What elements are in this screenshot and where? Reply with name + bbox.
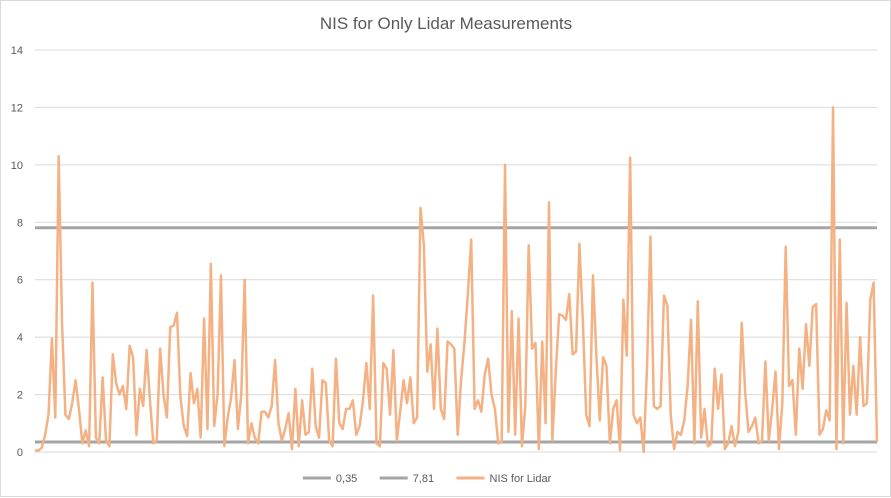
legend-label: 0,35 [336, 473, 357, 485]
legend: 0,35 7,81 NIS for Lidar [302, 473, 552, 485]
y-tick-label: 14 [11, 45, 23, 57]
chart-title: NIS for Only Lidar Measurements [320, 14, 572, 33]
y-tick-label: 2 [17, 390, 23, 402]
y-tick-label: 8 [17, 217, 23, 229]
series-layer [35, 106, 879, 454]
y-tick-label: 4 [17, 332, 23, 344]
legend-label: 7,81 [413, 473, 434, 485]
y-axis-tick-labels: 0 2 4 6 8 10 12 14 [11, 45, 23, 459]
y-tick-label: 0 [17, 447, 23, 459]
gridlines [35, 49, 877, 453]
y-tick-label: 10 [11, 160, 23, 172]
y-tick-label: 6 [17, 275, 23, 287]
y-tick-label: 12 [11, 102, 23, 114]
series-line-nis-lidar [35, 106, 879, 454]
legend-label: NIS for Lidar [490, 473, 552, 485]
